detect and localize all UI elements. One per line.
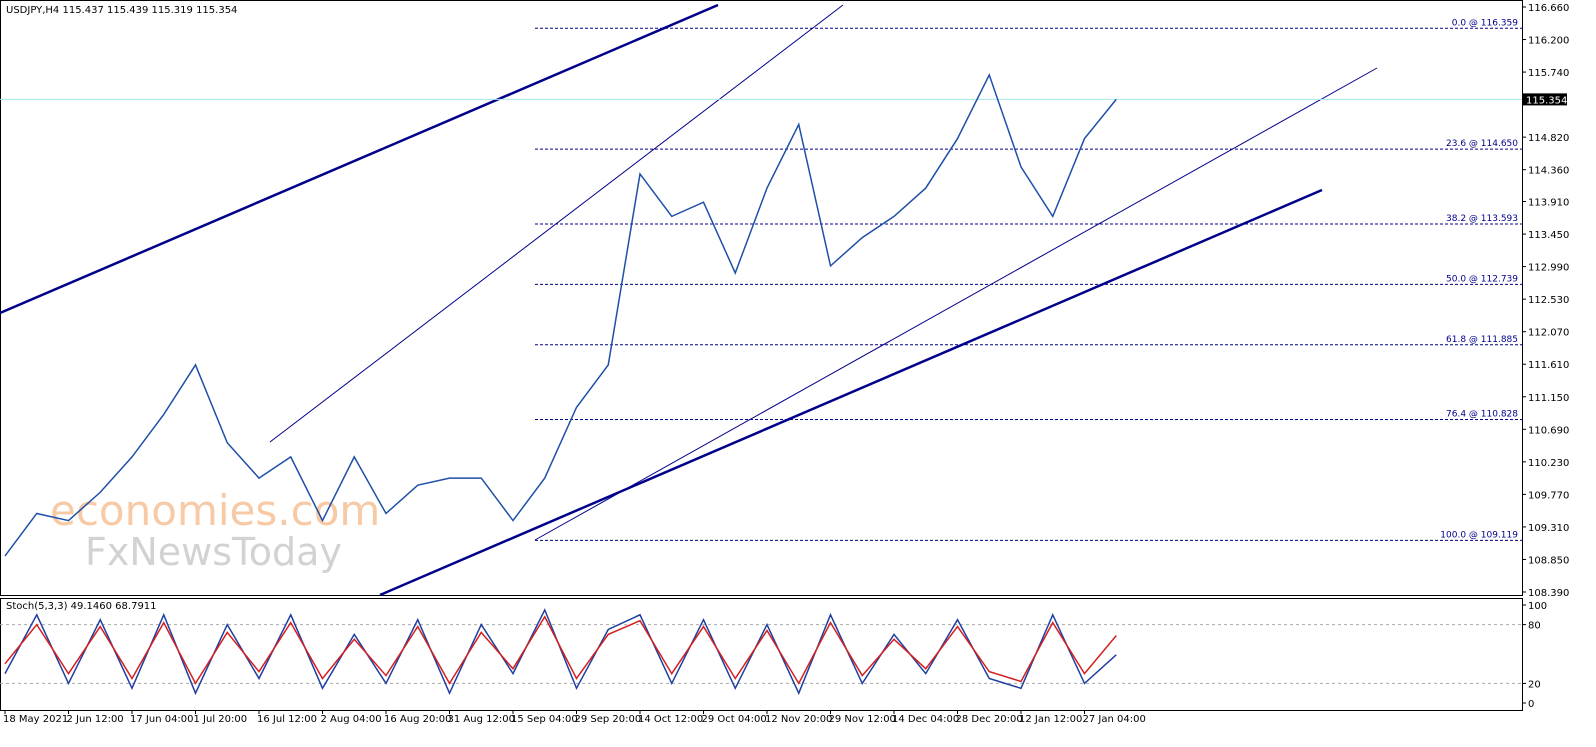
y-tick-label: 100	[1528, 601, 1547, 612]
stoch-panel	[0, 598, 1523, 711]
y-tick-label: 108.390	[1528, 588, 1569, 599]
y-tick-label: 80	[1528, 621, 1541, 632]
x-tick-label: 28 Dec 20:00	[956, 714, 1023, 725]
fib-label: 38.2 @ 113.593	[1446, 214, 1518, 224]
stoch-title: Stoch(5,3,3) 49.1460 68.7911	[6, 601, 157, 612]
fib-label: 61.8 @ 111.885	[1446, 335, 1518, 345]
fib-label: 0.0 @ 116.359	[1452, 18, 1519, 28]
fib-label: 23.6 @ 114.650	[1446, 139, 1518, 149]
fib-label: 76.4 @ 110.828	[1446, 410, 1518, 420]
x-tick-label: 12 Jan 12:00	[1019, 714, 1082, 725]
y-tick-label: 111.610	[1528, 360, 1569, 371]
x-tick-label: 16 Jul 12:00	[257, 714, 317, 725]
trend-line	[379, 188, 1323, 597]
series-line	[4, 72, 1117, 557]
trend-line	[534, 67, 1378, 541]
x-tick-label: 16 Aug 20:00	[384, 714, 451, 725]
x-tick-label: 29 Sep 20:00	[575, 714, 642, 725]
y-tick-label: 110.690	[1528, 425, 1569, 436]
x-tick-label: 17 Jun 04:00	[130, 714, 194, 725]
trend-line	[0, 3, 719, 315]
x-tick-label: 29 Oct 04:00	[702, 714, 767, 725]
x-tick-label: 27 Jan 04:00	[1083, 714, 1146, 725]
y-tick-label: 108.850	[1528, 555, 1569, 566]
y-tick-label: 115.740	[1528, 68, 1569, 79]
x-tick-label: 18 May 2021	[3, 714, 68, 725]
x-tick-label: 14 Dec 04:00	[892, 714, 959, 725]
y-tick-label: 113.910	[1528, 198, 1569, 209]
y-tick-label: 114.820	[1528, 133, 1569, 144]
current-price-label: 115.354	[1526, 95, 1567, 106]
watermark: FxNewsToday	[85, 530, 342, 574]
x-tick-label: 29 Nov 12:00	[829, 714, 896, 725]
y-tick-label: 116.200	[1528, 36, 1569, 47]
fib-label: 50.0 @ 112.739	[1446, 274, 1518, 284]
y-tick-label: 109.310	[1528, 523, 1569, 534]
y-tick-label: 20	[1528, 679, 1541, 690]
y-tick-label: 112.530	[1528, 295, 1569, 306]
x-tick-label: 1 Jul 20:00	[194, 714, 248, 725]
x-tick-label: 31 Aug 12:00	[448, 714, 515, 725]
y-tick-label: 112.990	[1528, 263, 1569, 274]
y-tick-label: 109.770	[1528, 490, 1569, 501]
fib-label: 100.0 @ 109.119	[1440, 530, 1518, 540]
y-tick-label: 112.070	[1528, 328, 1569, 339]
current-price-box	[1523, 93, 1567, 106]
chart-title: USDJPY,H4 115.437 115.439 115.319 115.35…	[6, 5, 237, 16]
x-tick-label: 12 Nov 20:00	[765, 714, 832, 725]
series-line	[4, 615, 1117, 685]
trend-lines	[0, 3, 1378, 597]
y-tick-label: 110.230	[1528, 458, 1569, 469]
y-tick-label: 113.450	[1528, 230, 1569, 241]
watermark: economies.com	[50, 486, 380, 535]
x-tick-label: 14 Oct 12:00	[638, 714, 703, 725]
y-tick-label: 111.150	[1528, 393, 1569, 404]
x-tick-label: 2 Jun 12:00	[67, 714, 124, 725]
x-tick-label: 2 Aug 04:00	[321, 714, 382, 725]
x-tick-label: 15 Sep 04:00	[511, 714, 578, 725]
y-tick-label: 116.660	[1528, 3, 1569, 14]
y-tick-label: 114.360	[1528, 166, 1569, 177]
y-tick-label: 0	[1528, 699, 1534, 710]
